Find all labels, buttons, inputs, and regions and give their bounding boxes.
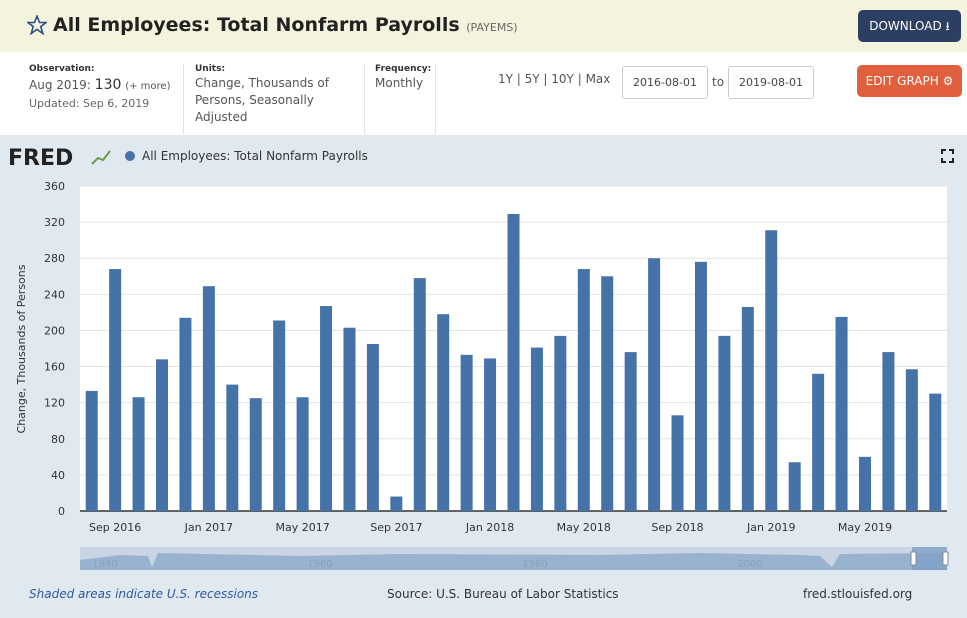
bar <box>413 278 426 511</box>
y-tick-label: 280 <box>44 252 65 265</box>
frequency: Monthly <box>375 76 424 90</box>
bar <box>788 462 801 511</box>
bar <box>530 347 543 511</box>
navigator-label: 2000 <box>737 559 762 570</box>
edit-graph-label: EDIT GRAPH <box>865 74 939 88</box>
info-bar: Observation: Aug 2019: 130 (+ more) Upda… <box>0 52 967 135</box>
navigator-label: 1940 <box>92 559 117 570</box>
observation-label: Observation: <box>29 64 95 74</box>
start-date[interactable]: 2016-08-01 <box>622 66 708 99</box>
range-link[interactable]: 5Y <box>524 72 540 86</box>
more-link[interactable]: (+ more) <box>125 81 171 92</box>
edit-graph-button[interactable]: EDIT GRAPH ⚙ <box>857 65 962 97</box>
to-label: to <box>712 75 725 89</box>
legend-label: All Employees: Total Nonfarm Payrolls <box>142 149 368 163</box>
x-tick-label: May 2019 <box>838 521 892 534</box>
navigator-label: 1980 <box>522 559 547 570</box>
units-label: Units: <box>195 64 226 74</box>
bar <box>648 258 661 511</box>
updated: Updated: Sep 6, 2019 <box>29 97 150 110</box>
x-tick-label: Jan 2019 <box>746 521 795 534</box>
bar <box>554 335 567 511</box>
bar <box>882 352 895 511</box>
bar <box>273 320 286 511</box>
bar <box>929 393 942 511</box>
bar <box>601 276 614 511</box>
bar <box>694 261 707 511</box>
x-tick-label: Sep 2017 <box>370 521 422 534</box>
y-tick-label: 360 <box>44 180 65 193</box>
bar <box>343 327 356 511</box>
download-label: DOWNLOAD <box>869 19 942 33</box>
bar <box>296 397 309 511</box>
header: All Employees: Total Nonfarm Payrolls (P… <box>0 0 967 52</box>
bar <box>460 354 473 511</box>
bar <box>835 316 848 511</box>
bar <box>226 384 239 511</box>
star-icon[interactable] <box>27 15 47 35</box>
y-tick-label: 320 <box>44 216 65 229</box>
site[interactable]: fred.stlouisfed.org <box>803 587 912 601</box>
range-link[interactable]: Max <box>585 72 611 86</box>
title: All Employees: Total Nonfarm Payrolls <box>53 14 460 36</box>
download-button[interactable]: DOWNLOAD ⭳ <box>858 10 961 42</box>
legend-marker <box>125 151 135 161</box>
y-tick-label: 200 <box>44 324 65 337</box>
observation-value: 130 <box>94 77 122 93</box>
observation-date: Aug 2019: <box>29 78 91 92</box>
range-link[interactable]: 10Y <box>551 72 574 86</box>
series-id: (PAYEMS) <box>466 21 518 34</box>
y-tick-label: 240 <box>44 288 65 301</box>
source: Source: U.S. Bureau of Labor Statistics <box>387 587 619 601</box>
chart: FRED Change, Thousands of Persons Shaded… <box>0 135 967 618</box>
bar <box>624 352 637 511</box>
bar <box>85 390 98 511</box>
x-tick-label: Sep 2018 <box>651 521 703 534</box>
bar <box>765 230 778 511</box>
frequency-label: Frequency: <box>375 64 432 74</box>
y-tick-label: 160 <box>44 361 65 374</box>
bar <box>577 269 590 511</box>
y-axis-label: Change, Thousands of Persons <box>15 264 28 433</box>
bar <box>109 269 122 511</box>
bar <box>202 286 215 511</box>
x-tick-label: May 2017 <box>275 521 329 534</box>
bar <box>858 456 871 511</box>
x-tick-label: Jan 2017 <box>184 521 233 534</box>
fred-logo: FRED <box>8 146 73 171</box>
bar <box>812 373 825 511</box>
units: Change, Thousands of Persons, Seasonally… <box>195 76 329 124</box>
bar <box>132 397 145 511</box>
bar <box>179 317 192 511</box>
observation: Aug 2019: 130 (+ more) <box>29 77 170 95</box>
recession-note[interactable]: Shaded areas indicate U.S. recessions <box>29 587 258 601</box>
bar <box>437 314 450 511</box>
range-link[interactable]: 1Y <box>498 72 513 86</box>
x-tick-label: May 2018 <box>557 521 611 534</box>
x-tick-label: Sep 2016 <box>89 521 141 534</box>
y-tick-label: 120 <box>44 397 65 410</box>
bar <box>390 496 403 511</box>
bar <box>718 335 731 511</box>
bar <box>905 369 918 511</box>
fullscreen-icon[interactable] <box>941 149 954 163</box>
bar <box>671 415 684 511</box>
range-links: 1Y | 5Y | 10Y | Max <box>498 72 611 86</box>
y-tick-label: 0 <box>58 505 65 518</box>
bar <box>741 306 754 511</box>
bar <box>249 398 262 511</box>
bar <box>366 343 379 511</box>
bar <box>484 358 497 511</box>
bar <box>507 213 520 511</box>
bar <box>320 306 333 511</box>
x-tick-label: Jan 2018 <box>465 521 514 534</box>
y-tick-label: 40 <box>51 469 65 482</box>
bar <box>156 359 169 511</box>
navigator-label: 1960 <box>307 559 332 570</box>
end-date[interactable]: 2019-08-01 <box>728 66 814 99</box>
y-tick-label: 80 <box>51 433 65 446</box>
